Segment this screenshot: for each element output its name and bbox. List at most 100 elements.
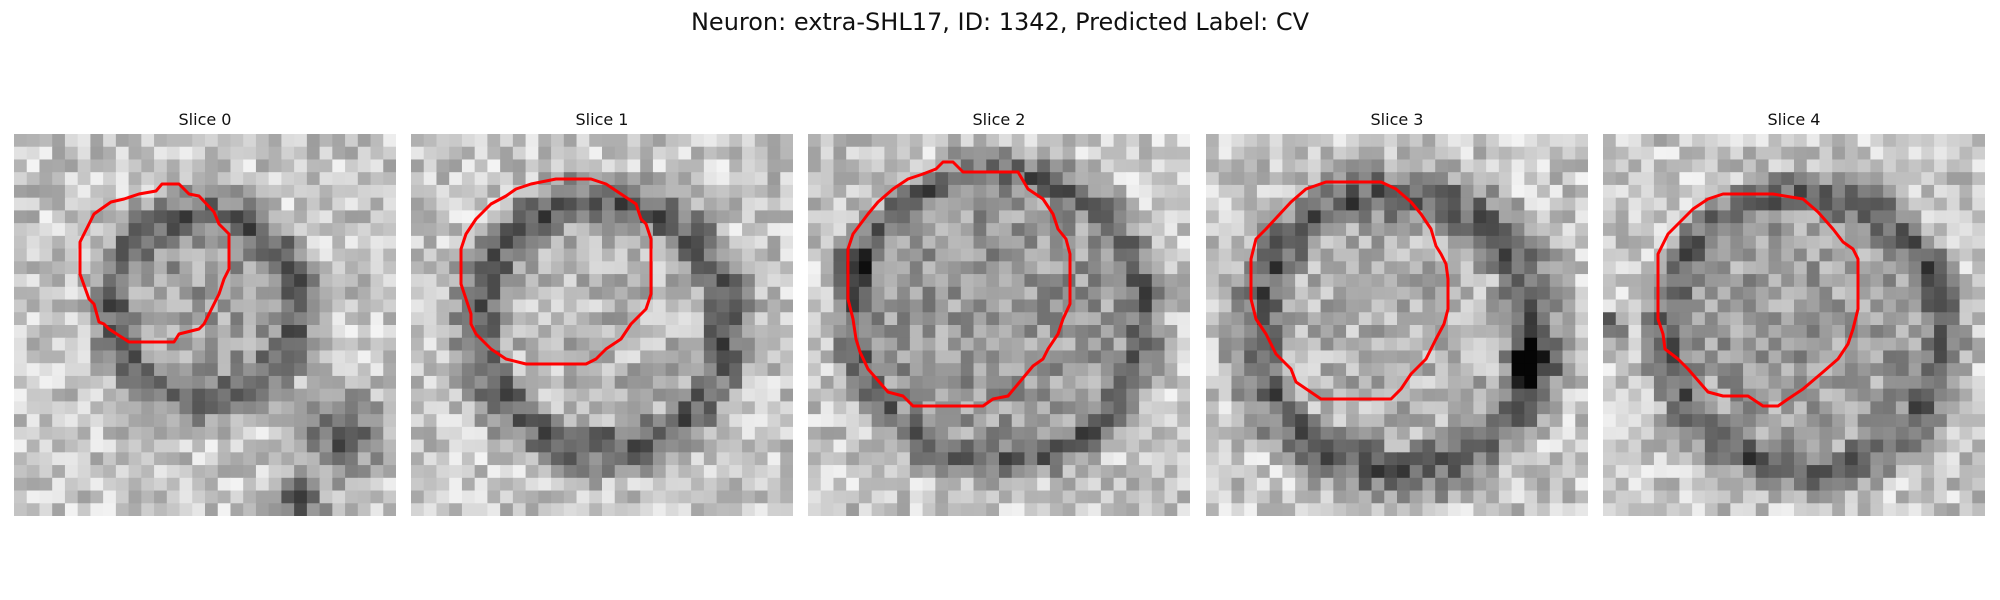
pixel [1011,465,1026,479]
pixel [960,388,975,402]
pixel [1422,375,1436,390]
pixel [1333,401,1347,415]
pixel [948,274,962,288]
pixel [652,312,667,326]
pixel [1307,465,1322,479]
pixel [1781,235,1795,250]
pixel [255,274,270,288]
pixel [90,248,104,262]
pixel [1730,172,1744,186]
pixel [1934,184,1948,199]
pixel [512,375,527,390]
pixel [1151,274,1166,288]
pixel [332,299,346,313]
pixel [1435,223,1449,237]
pixel [1641,439,1655,453]
pixel [1100,414,1115,428]
pixel [1743,426,1757,441]
pixel [1562,503,1576,516]
pixel [563,452,578,466]
pixel [640,172,654,186]
pixel [1549,337,1564,352]
pixel [423,134,438,148]
pixel [627,184,641,199]
pixel [383,299,396,313]
pixel [729,248,743,262]
pixel [884,235,898,250]
pixel [1806,197,1821,211]
pixel [1692,363,1706,377]
pixel [1473,223,1487,237]
pixel [192,223,206,237]
pixel [948,235,962,250]
pixel [1730,197,1744,211]
pixel [1218,325,1233,339]
pixel [1218,172,1233,186]
pixel [1100,503,1115,516]
pixel [1679,274,1693,288]
pixel [1972,490,1985,504]
pixel [1781,312,1795,326]
pixel [1666,388,1680,402]
pixel [716,210,730,224]
pixel [1511,223,1525,237]
pixel [833,312,847,326]
pixel [1498,465,1513,479]
pixel [487,490,501,504]
pixel [754,286,769,301]
pixel [1934,490,1948,504]
pixel [141,299,155,313]
pixel [383,146,396,161]
pixel [1857,274,1871,288]
pixel [729,223,743,237]
slice-1-image [411,134,793,516]
pixel [1206,363,1220,377]
pixel [1806,312,1821,326]
pixel [1088,503,1102,516]
pixel [90,146,104,161]
pixel [128,490,142,504]
pixel [166,235,181,250]
pixel [154,452,168,466]
pixel [1100,401,1115,415]
pixel [64,172,79,186]
pixel [512,337,527,352]
pixel [986,146,1000,161]
pixel [820,477,835,492]
pixel [1908,134,1922,148]
pixel [1307,134,1322,148]
contour-outline [459,177,653,366]
pixel [935,375,949,390]
pixel [1113,401,1127,415]
pixel [1295,312,1309,326]
pixel [525,274,539,288]
pixel [1244,337,1258,352]
pixel [39,388,53,402]
pixel [1460,223,1474,237]
pixel [1972,477,1985,492]
pixel [1857,286,1871,301]
pixel [538,337,552,352]
pixel [487,210,501,224]
pixel [1244,375,1258,390]
pixel [243,274,257,288]
pixel [14,312,28,326]
pixel [345,197,359,211]
pixel [525,388,539,402]
pixel [1358,235,1373,250]
pixel [1062,337,1076,352]
pixel [345,274,359,288]
pixel [1641,159,1655,173]
pixel [1062,184,1076,199]
pixel [1934,172,1948,186]
pixel [141,235,155,250]
pixel [576,350,590,364]
pixel [1358,401,1373,415]
pixel [1231,350,1245,364]
pixel [1024,452,1038,466]
pixel [90,490,104,504]
pixel [1628,490,1642,504]
pixel [665,274,679,288]
pixel [243,235,257,250]
pixel [1934,197,1948,211]
